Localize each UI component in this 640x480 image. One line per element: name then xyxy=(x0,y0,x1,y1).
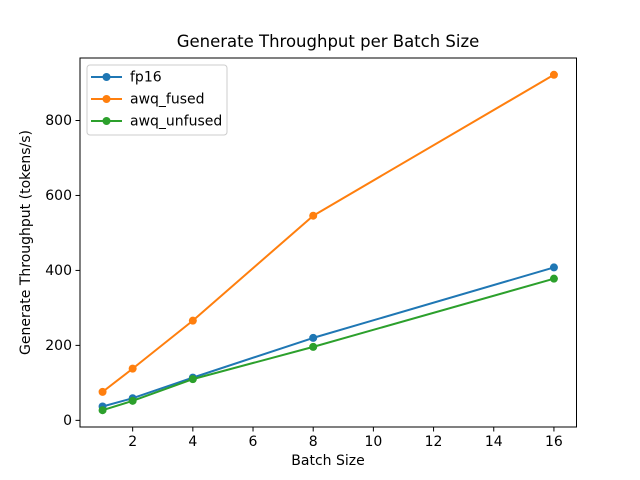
x-tick-label: 14 xyxy=(485,434,503,450)
x-tick-label: 8 xyxy=(309,434,318,450)
y-tick-label: 600 xyxy=(45,188,72,204)
x-tick-label: 2 xyxy=(128,434,137,450)
legend-entry-fp16: fp16 xyxy=(91,69,162,85)
chart-title: Generate Throughput per Batch Size xyxy=(177,32,480,51)
legend-label-1: awq_fused xyxy=(130,91,205,107)
legend-label-0: fp16 xyxy=(130,69,162,85)
data-point-awq_fused xyxy=(128,364,137,373)
x-tick-label: 6 xyxy=(249,434,258,450)
data-series xyxy=(98,70,558,415)
data-point-awq_fused xyxy=(98,387,107,396)
data-point-awq_unfused xyxy=(98,406,107,415)
x-tick-label: 12 xyxy=(425,434,443,450)
data-point-awq_unfused xyxy=(549,274,558,283)
legend: fp16 awq_fused awq_unfused xyxy=(86,64,228,136)
y-tick-label: 0 xyxy=(63,413,72,429)
x-tick-label: 16 xyxy=(545,434,563,450)
legend-box xyxy=(86,64,228,136)
data-point-fp16 xyxy=(309,333,318,342)
x-axis-label: Batch Size xyxy=(291,453,364,469)
y-tick-label: 800 xyxy=(45,113,72,129)
y-tick-label: 400 xyxy=(45,263,72,279)
legend-label-2: awq_unfused xyxy=(130,113,222,129)
y-axis-label: Generate Throughput (tokens/s) xyxy=(18,130,34,355)
x-tick-label: 10 xyxy=(364,434,382,450)
legend-entry-awq-fused: awq_fused xyxy=(91,91,205,107)
data-point-awq_fused xyxy=(188,316,197,325)
legend-entry-awq-unfused: awq_unfused xyxy=(91,113,222,129)
x-tick-label: 4 xyxy=(188,434,197,450)
y-tick-label: 200 xyxy=(45,338,72,354)
data-point-awq_unfused xyxy=(188,375,197,384)
legend-marker-0 xyxy=(102,73,111,81)
data-point-awq_fused xyxy=(549,70,558,79)
legend-marker-2 xyxy=(102,117,111,125)
data-point-fp16 xyxy=(549,263,558,272)
axis-ticks: 2 4 6 8 10 12 14 16 0 200 400 600 800 xyxy=(45,113,563,450)
data-point-awq_fused xyxy=(309,211,318,220)
legend-marker-1 xyxy=(102,95,111,103)
data-point-awq_unfused xyxy=(128,396,137,405)
data-point-awq_unfused xyxy=(309,342,318,351)
